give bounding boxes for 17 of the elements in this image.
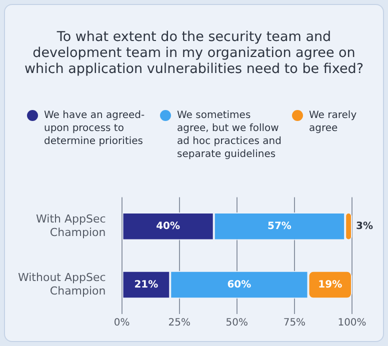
text: 57% — [268, 220, 292, 232]
chart-title: To what extent do the security team and development team in my organization agree on which application vulnerabilities need to be fixed? — [23, 29, 364, 77]
x-tick-label: 75% — [283, 318, 306, 329]
text: 40% — [156, 220, 180, 232]
text: 60% — [227, 279, 252, 290]
x-tick-label: 25% — [168, 318, 190, 329]
legend-label: We rarely agree — [309, 109, 358, 135]
legend-label: We sometimes agree, but we follow ad hoc practices and separate guidelines — [177, 109, 282, 161]
y-tick-label: Without AppSec Champion — [18, 271, 106, 298]
y-tick-label: With AppSec Champion — [36, 212, 106, 239]
x-tick-label: 0% — [114, 318, 130, 329]
text: 19% — [318, 279, 342, 290]
text: 21% — [134, 279, 158, 290]
text: 3% — [356, 220, 373, 232]
x-tick-label: 100% — [338, 318, 366, 329]
x-tick-label: 50% — [226, 318, 248, 329]
legend-label: We have an agreed-upon process to determine priorities — [44, 109, 146, 148]
